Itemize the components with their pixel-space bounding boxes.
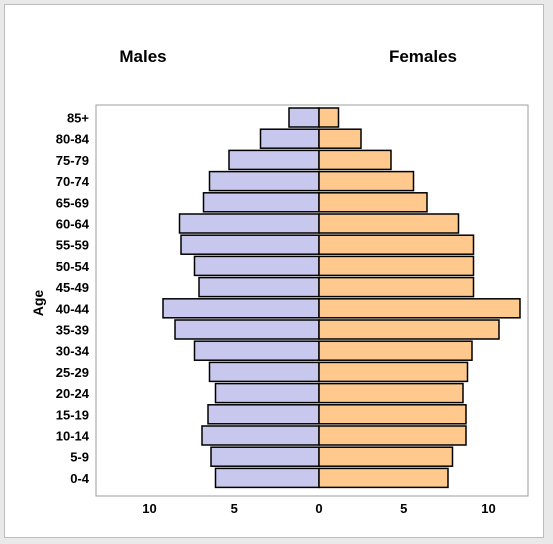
male-bar-20-24 [214,382,320,404]
female-bar-60-64 [318,213,460,234]
female-bar-10-14 [318,425,467,446]
female-bar-15-19 [318,404,467,425]
male-bar-50-54 [193,255,320,277]
x-tick-0: 10 [142,501,156,516]
age-label-65-69: 65-69 [56,195,89,210]
female-bar-45-49 [318,276,475,298]
female-bar-80-84 [318,128,362,149]
male-bar-80-84 [259,128,320,149]
male-bar-5-9 [210,446,320,467]
age-label-80-84: 80-84 [56,132,90,147]
age-label-50-54: 50-54 [56,259,90,274]
plot-area-border [95,104,529,497]
age-label-75-79: 75-79 [56,153,89,168]
male-bar-70-74 [208,170,320,192]
male-bar-60-64 [178,213,320,234]
age-label-0-4: 0-4 [70,471,90,486]
male-bar-30-34 [193,340,320,361]
age-label-25-29: 25-29 [56,365,89,380]
female-bar-0-4 [318,467,449,489]
male-bar-45-49 [198,276,320,298]
female-bar-65-69 [318,192,428,213]
female-bar-20-24 [318,382,464,404]
age-label-85plus: 85+ [67,111,89,126]
female-bar-50-54 [318,255,475,277]
female-bar-40-44 [318,298,521,319]
age-label-45-49: 45-49 [56,280,89,295]
x-tick-3: 5 [400,501,407,516]
female-bar-30-34 [318,340,473,361]
male-bar-0-4 [214,467,320,489]
age-label-55-59: 55-59 [56,238,89,253]
age-label-15-19: 15-19 [56,407,89,422]
male-bar-15-19 [207,404,320,425]
female-bar-70-74 [318,170,415,192]
female-bar-75-79 [318,149,392,171]
age-label-5-9: 5-9 [70,450,89,465]
female-bar-35-39 [318,319,500,340]
male-bar-35-39 [174,319,320,340]
male-bar-55-59 [180,234,320,255]
age-label-70-74: 70-74 [56,174,90,189]
female-bar-25-29 [318,361,469,383]
female-bar-55-59 [318,234,475,255]
male-bar-85plus [288,107,320,128]
age-label-60-64: 60-64 [56,217,90,232]
y-axis-label: Age [30,290,46,317]
age-label-35-39: 35-39 [56,323,89,338]
male-bar-10-14 [201,425,320,446]
age-label-40-44: 40-44 [56,301,90,316]
x-tick-1: 5 [231,501,238,516]
population-pyramid-chart: Males Females Age 85+ 80-84 75-79 70-74 65-6… [30,47,529,516]
males-header: Males [119,47,166,66]
x-tick-2: 0 [315,501,322,516]
age-label-30-34: 30-34 [56,344,90,359]
x-tick-4: 10 [481,501,495,516]
age-labels-group: 85+ 80-84 75-79 70-74 65-69 60-64 55-59 50-54 45… [56,111,90,486]
age-label-20-24: 20-24 [56,386,90,401]
chart-frame: Males Females Age 85+ 80-84 75-79 70-74 65-6… [4,4,544,538]
age-label-10-14: 10-14 [56,429,90,444]
male-bar-75-79 [228,149,320,171]
male-bar-25-29 [208,361,320,383]
females-header: Females [389,47,457,66]
bars-group [162,107,521,489]
male-bar-40-44 [162,298,320,319]
x-ticks-group: 10 5 0 5 10 [142,501,495,516]
female-bar-5-9 [318,446,454,467]
female-bar-85plus [318,107,340,128]
male-bar-65-69 [202,192,320,213]
